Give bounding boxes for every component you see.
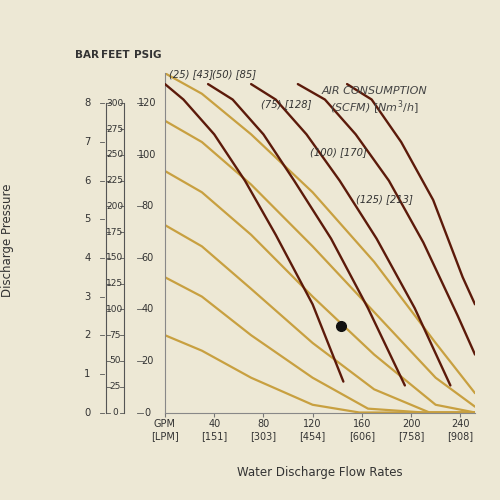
Text: 6: 6 bbox=[84, 176, 90, 186]
Text: 225: 225 bbox=[106, 176, 124, 185]
Text: 80: 80 bbox=[142, 202, 154, 211]
Text: 1: 1 bbox=[84, 369, 90, 379]
Text: 25: 25 bbox=[110, 382, 120, 391]
Text: 3: 3 bbox=[84, 292, 90, 302]
Text: 0: 0 bbox=[84, 408, 90, 418]
Text: 200: 200 bbox=[106, 202, 124, 211]
Text: 100: 100 bbox=[138, 150, 156, 160]
Text: 50: 50 bbox=[109, 356, 121, 366]
Text: 250: 250 bbox=[106, 150, 124, 160]
Text: 20: 20 bbox=[142, 356, 154, 366]
Text: 275: 275 bbox=[106, 124, 124, 134]
Text: Discharge Pressure: Discharge Pressure bbox=[1, 183, 14, 296]
Text: 100: 100 bbox=[106, 305, 124, 314]
Text: 7: 7 bbox=[84, 137, 90, 147]
Text: 0: 0 bbox=[112, 408, 118, 417]
Text: 4: 4 bbox=[84, 253, 90, 263]
Text: 40: 40 bbox=[142, 304, 154, 314]
Text: (25) [43]: (25) [43] bbox=[168, 70, 213, 80]
Text: 8: 8 bbox=[84, 98, 90, 108]
Text: PSIG: PSIG bbox=[134, 50, 161, 60]
Text: 150: 150 bbox=[106, 254, 124, 262]
Text: FEET: FEET bbox=[100, 50, 130, 60]
Text: (100) [170]: (100) [170] bbox=[310, 148, 367, 158]
Text: 5: 5 bbox=[84, 214, 90, 224]
Text: 175: 175 bbox=[106, 228, 124, 236]
Text: (50) [85]: (50) [85] bbox=[212, 70, 256, 80]
Text: 2: 2 bbox=[84, 330, 90, 340]
Text: (75) [128]: (75) [128] bbox=[261, 99, 312, 109]
Text: 60: 60 bbox=[142, 253, 154, 263]
Text: (125) [213]: (125) [213] bbox=[356, 194, 412, 204]
Text: 120: 120 bbox=[138, 98, 157, 108]
Text: BAR: BAR bbox=[76, 50, 100, 60]
Text: 300: 300 bbox=[106, 99, 124, 108]
Text: 75: 75 bbox=[109, 330, 121, 340]
Text: AIR CONSUMPTION
(SCFM) $[Nm^3/h]$: AIR CONSUMPTION (SCFM) $[Nm^3/h]$ bbox=[322, 86, 427, 117]
Text: 0: 0 bbox=[144, 408, 150, 418]
Text: 125: 125 bbox=[106, 279, 124, 288]
X-axis label: Water Discharge Flow Rates: Water Discharge Flow Rates bbox=[237, 466, 403, 479]
